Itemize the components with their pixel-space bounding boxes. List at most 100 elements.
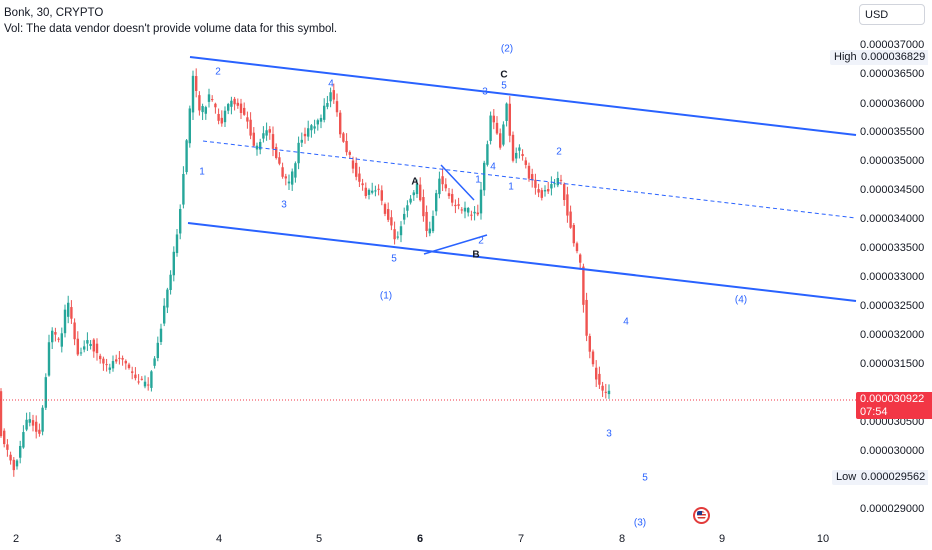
wave-label[interactable]: (2)	[500, 43, 514, 55]
candle	[553, 179, 556, 188]
candle-body	[348, 152, 351, 155]
candle	[563, 182, 566, 206]
candle	[47, 334, 51, 377]
last-price-value: 0.000030922	[860, 393, 925, 405]
candle-body	[377, 188, 380, 190]
candle-body	[390, 217, 393, 226]
candle	[185, 139, 188, 175]
candle-body	[499, 133, 502, 148]
candle	[415, 179, 419, 198]
candle-body	[582, 266, 585, 305]
wave-label[interactable]: 3	[281, 199, 287, 211]
candle-body	[102, 358, 105, 364]
candle	[547, 181, 550, 194]
candle-body	[457, 204, 460, 206]
candle-body	[185, 140, 188, 173]
candle-body	[598, 373, 601, 385]
wave-label[interactable]: 5	[391, 253, 397, 265]
candle-body	[191, 75, 195, 113]
candle	[188, 105, 191, 148]
candle-body	[467, 208, 470, 213]
candle	[524, 157, 527, 169]
candle	[444, 178, 447, 192]
wave-label[interactable]: 5	[501, 80, 507, 92]
wave-label[interactable]: A	[411, 176, 419, 188]
wave-label[interactable]: 2	[556, 146, 562, 158]
candle	[15, 459, 19, 470]
candle	[521, 149, 524, 161]
symbol-title[interactable]: Bonk, 30, CRYPTO	[4, 7, 104, 19]
price-axis-label: 0.000032500	[860, 300, 925, 312]
candle-body	[188, 108, 191, 144]
candle	[495, 116, 499, 135]
currency-button[interactable]: USD	[859, 4, 925, 25]
wave-label[interactable]: C	[500, 69, 508, 81]
channel-median-line	[202, 140, 857, 219]
candle	[505, 102, 508, 127]
wave-label[interactable]: 1	[475, 174, 481, 186]
candle	[316, 118, 319, 131]
wave-label[interactable]: 2	[478, 235, 484, 247]
wave-label[interactable]: 1	[199, 166, 205, 178]
candle	[243, 102, 246, 116]
wave-label[interactable]: 3	[606, 428, 612, 440]
candle	[28, 412, 31, 427]
time-axis-label: 6	[416, 533, 424, 545]
candle-body	[169, 274, 172, 290]
candle	[566, 186, 569, 223]
wave-label[interactable]: 4	[623, 316, 629, 328]
wave-label[interactable]: 2	[215, 66, 221, 78]
candle-body	[479, 189, 483, 214]
candle	[102, 356, 105, 371]
wave-label[interactable]: 3	[482, 86, 488, 98]
candle	[236, 98, 239, 109]
candle	[511, 131, 515, 163]
candle-body	[361, 183, 364, 186]
candle	[89, 340, 92, 350]
candle-body	[425, 211, 428, 231]
wave-label[interactable]: (1)	[379, 290, 393, 302]
candle	[502, 121, 505, 147]
candle	[175, 228, 179, 257]
candle	[303, 127, 307, 144]
candle-body	[287, 181, 291, 184]
us-flag-event-icon[interactable]	[693, 507, 710, 524]
wave-label[interactable]: 4	[490, 161, 496, 173]
candle	[479, 181, 483, 220]
candle	[422, 189, 425, 222]
candle	[412, 190, 415, 201]
candle	[355, 157, 358, 181]
candle-body	[294, 163, 297, 178]
candle-body	[51, 330, 54, 343]
candle-body	[451, 194, 454, 203]
candle	[297, 136, 300, 170]
candle-body	[364, 187, 367, 197]
wave-label[interactable]: (3)	[633, 517, 647, 529]
price-axis-label: 0.000031500	[860, 358, 925, 370]
time-axis-label: 9	[718, 533, 726, 545]
candle	[156, 336, 159, 362]
last-price-tag: 0.000030922 07:54	[856, 392, 932, 419]
price-axis-label: 0.000036500	[860, 68, 925, 80]
candle-body	[355, 162, 358, 177]
candle	[265, 122, 268, 141]
wave-label[interactable]: 5	[642, 472, 648, 484]
candle	[604, 383, 607, 399]
candle-body	[463, 207, 467, 212]
candle	[575, 241, 579, 254]
candle	[540, 187, 543, 201]
candle	[211, 95, 214, 102]
wave-label[interactable]: B	[472, 249, 480, 261]
wave-label[interactable]: 1	[508, 181, 514, 193]
candle	[153, 356, 156, 369]
candle	[284, 173, 287, 186]
candle-body	[351, 160, 355, 169]
wave-label[interactable]: (4)	[734, 294, 748, 306]
candle-body	[403, 213, 406, 220]
candle-body	[207, 94, 211, 102]
wave-label[interactable]: 4	[328, 78, 334, 90]
candle-body	[150, 371, 153, 388]
abc-line-bc	[423, 234, 488, 255]
